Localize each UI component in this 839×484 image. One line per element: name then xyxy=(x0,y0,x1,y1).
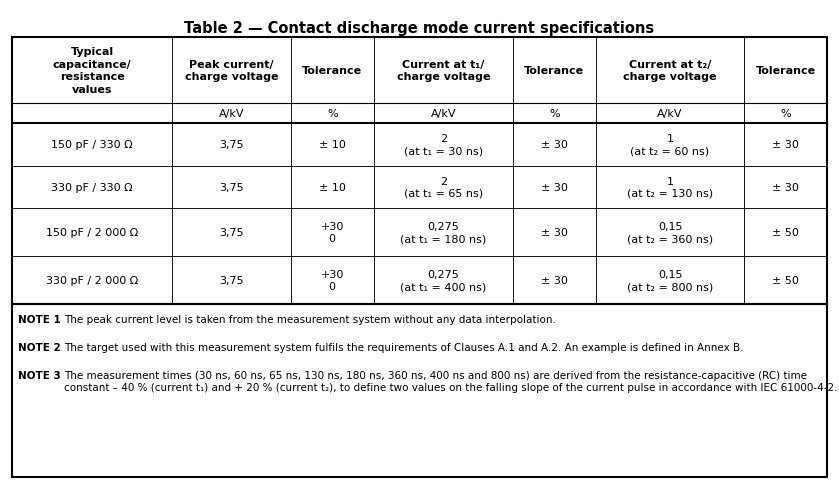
Bar xyxy=(291,166,373,209)
Bar xyxy=(291,124,373,166)
Bar xyxy=(12,38,172,104)
Text: The peak current level is taken from the measurement system without any data int: The peak current level is taken from the… xyxy=(64,314,556,324)
Text: Typical
capacitance/
resistance
values: Typical capacitance/ resistance values xyxy=(53,47,132,94)
Text: ± 30: ± 30 xyxy=(541,275,568,286)
Bar xyxy=(596,38,744,104)
Bar xyxy=(172,104,291,124)
Text: 0,15
(at t₂ = 360 ns): 0,15 (at t₂ = 360 ns) xyxy=(627,221,713,244)
Bar xyxy=(744,124,827,166)
Text: %: % xyxy=(327,109,337,119)
Bar xyxy=(596,166,744,209)
Bar xyxy=(513,166,596,209)
Text: ± 50: ± 50 xyxy=(772,275,799,286)
Text: Tolerance: Tolerance xyxy=(302,66,362,76)
Bar xyxy=(172,38,291,104)
Bar xyxy=(596,104,744,124)
Text: The target used with this measurement system fulfils the requirements of Clauses: The target used with this measurement sy… xyxy=(64,342,743,352)
Text: ± 30: ± 30 xyxy=(541,140,568,150)
Bar xyxy=(291,209,373,257)
Text: Table 2 — Contact discharge mode current specifications: Table 2 — Contact discharge mode current… xyxy=(185,21,654,36)
Bar xyxy=(12,257,172,304)
Bar xyxy=(596,124,744,166)
Text: A/kV: A/kV xyxy=(219,109,244,119)
Bar xyxy=(373,166,513,209)
Text: 2
(at t₁ = 30 ns): 2 (at t₁ = 30 ns) xyxy=(404,134,483,156)
Text: ± 30: ± 30 xyxy=(541,227,568,238)
Text: NOTE 3: NOTE 3 xyxy=(18,370,60,380)
Text: 2
(at t₁ = 65 ns): 2 (at t₁ = 65 ns) xyxy=(404,176,483,198)
Bar xyxy=(373,124,513,166)
Bar xyxy=(172,257,291,304)
Bar xyxy=(172,166,291,209)
Bar xyxy=(373,209,513,257)
Text: 3,75: 3,75 xyxy=(219,182,244,193)
Text: 330 pF / 2 000 Ω: 330 pF / 2 000 Ω xyxy=(46,275,138,286)
Text: %: % xyxy=(780,109,791,119)
Bar xyxy=(172,124,291,166)
Bar xyxy=(744,104,827,124)
Bar xyxy=(513,104,596,124)
Bar xyxy=(744,166,827,209)
Bar xyxy=(744,257,827,304)
Bar xyxy=(596,257,744,304)
Bar xyxy=(513,124,596,166)
Bar xyxy=(12,38,827,304)
Bar xyxy=(12,209,172,257)
Bar xyxy=(291,104,373,124)
Bar xyxy=(12,104,172,124)
Bar xyxy=(373,38,513,104)
Text: ± 10: ± 10 xyxy=(319,140,346,150)
Text: 3,75: 3,75 xyxy=(219,140,244,150)
Text: 1
(at t₂ = 130 ns): 1 (at t₂ = 130 ns) xyxy=(627,176,713,198)
Text: 150 pF / 330 Ω: 150 pF / 330 Ω xyxy=(51,140,133,150)
Text: +30
0: +30 0 xyxy=(320,221,344,244)
Text: %: % xyxy=(549,109,560,119)
Text: 150 pF / 2 000 Ω: 150 pF / 2 000 Ω xyxy=(46,227,138,238)
Text: NOTE 2: NOTE 2 xyxy=(18,342,60,352)
Text: 0,15
(at t₂ = 800 ns): 0,15 (at t₂ = 800 ns) xyxy=(627,269,713,292)
Text: 0,275
(at t₁ = 400 ns): 0,275 (at t₁ = 400 ns) xyxy=(400,269,487,292)
Bar xyxy=(513,209,596,257)
Bar xyxy=(596,209,744,257)
Text: ± 50: ± 50 xyxy=(772,227,799,238)
Bar xyxy=(744,209,827,257)
Bar xyxy=(291,38,373,104)
Text: A/kV: A/kV xyxy=(657,109,683,119)
Text: 3,75: 3,75 xyxy=(219,275,244,286)
Text: 1
(at t₂ = 60 ns): 1 (at t₂ = 60 ns) xyxy=(630,134,710,156)
Text: Current at t₂/
charge voltage: Current at t₂/ charge voltage xyxy=(623,60,717,82)
Text: ± 30: ± 30 xyxy=(541,182,568,193)
Bar xyxy=(172,209,291,257)
Bar xyxy=(744,38,827,104)
Text: Current at t₁/
charge voltage: Current at t₁/ charge voltage xyxy=(397,60,490,82)
Text: A/kV: A/kV xyxy=(430,109,456,119)
Bar xyxy=(12,304,827,477)
Text: +30
0: +30 0 xyxy=(320,269,344,292)
Text: NOTE 1: NOTE 1 xyxy=(18,314,60,324)
Bar xyxy=(291,257,373,304)
Bar xyxy=(373,104,513,124)
Text: Tolerance: Tolerance xyxy=(524,66,585,76)
Text: 0,275
(at t₁ = 180 ns): 0,275 (at t₁ = 180 ns) xyxy=(400,221,487,244)
Text: 330 pF / 330 Ω: 330 pF / 330 Ω xyxy=(51,182,133,193)
Text: Tolerance: Tolerance xyxy=(756,66,816,76)
Bar xyxy=(513,257,596,304)
Bar xyxy=(513,38,596,104)
Bar xyxy=(12,166,172,209)
Text: 3,75: 3,75 xyxy=(219,227,244,238)
Text: ± 30: ± 30 xyxy=(772,182,799,193)
Text: Peak current/
charge voltage: Peak current/ charge voltage xyxy=(185,60,279,82)
Bar xyxy=(373,257,513,304)
Text: The measurement times (30 ns, 60 ns, 65 ns, 130 ns, 180 ns, 360 ns, 400 ns and 8: The measurement times (30 ns, 60 ns, 65 … xyxy=(64,370,837,392)
Text: ± 30: ± 30 xyxy=(772,140,799,150)
Text: ± 10: ± 10 xyxy=(319,182,346,193)
Bar xyxy=(12,124,172,166)
